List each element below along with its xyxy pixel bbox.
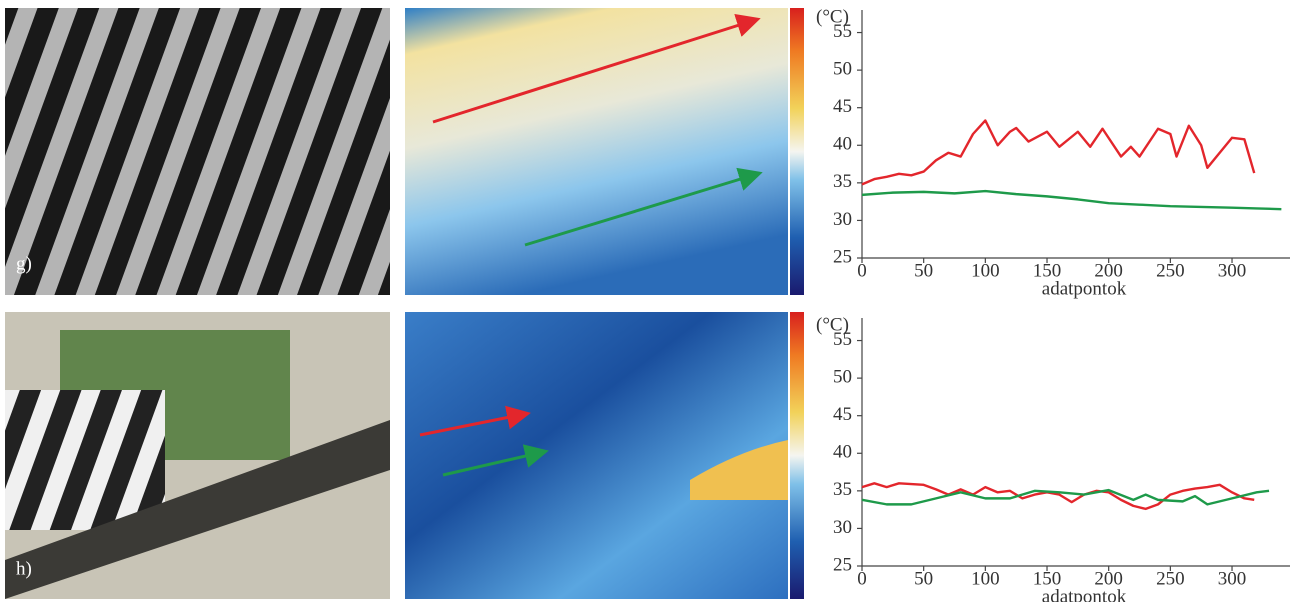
x-tick-label: 150	[1033, 260, 1062, 281]
x-tick-label: 200	[1094, 260, 1123, 281]
thermal-image	[405, 8, 788, 295]
panel-label: h)	[16, 558, 32, 579]
y-tick-label: 30	[833, 209, 852, 230]
x-tick-label: 50	[914, 568, 933, 589]
y-axis-label: (°C)	[816, 6, 849, 27]
photo	[5, 8, 390, 295]
x-tick-label: 0	[857, 568, 867, 589]
panel-label: g)	[16, 253, 32, 274]
arrow	[432, 13, 761, 124]
colorbar	[790, 8, 804, 295]
x-tick-label: 300	[1218, 568, 1247, 589]
y-tick-label: 30	[833, 517, 852, 538]
data-line	[861, 482, 1255, 511]
y-tick-label: 45	[833, 96, 852, 117]
arrow	[524, 167, 763, 247]
data-line	[861, 189, 1282, 211]
thermal-warm	[690, 440, 788, 500]
x-tick-label: 150	[1033, 568, 1062, 589]
x-axis-label: adatpontok	[1042, 278, 1127, 299]
y-tick-label: 55	[833, 329, 852, 350]
x-tick-label: 250	[1156, 568, 1185, 589]
x-tick-label: 300	[1218, 260, 1247, 281]
y-tick-label: 50	[833, 366, 852, 387]
y-tick-label: 50	[833, 58, 852, 79]
photo-log	[5, 420, 390, 599]
thermal-image	[405, 312, 788, 599]
colorbar	[790, 312, 804, 599]
photo-shade	[5, 8, 390, 295]
y-tick-label: 45	[833, 404, 852, 425]
y-tick-label: 35	[833, 171, 852, 192]
y-tick-label: 40	[833, 134, 852, 155]
data-line	[861, 488, 1270, 506]
x-tick-label: 200	[1094, 568, 1123, 589]
x-tick-label: 100	[971, 260, 1000, 281]
arrow	[442, 444, 549, 477]
y-tick-label: 40	[833, 442, 852, 463]
x-tick-label: 100	[971, 568, 1000, 589]
y-tick-label: 35	[833, 479, 852, 500]
y-tick-label: 55	[833, 21, 852, 42]
x-tick-label: 50	[914, 260, 933, 281]
y-tick-label: 25	[833, 246, 852, 267]
photo-zebra	[5, 390, 165, 530]
x-tick-label: 0	[857, 260, 867, 281]
y-tick-label: 25	[833, 554, 852, 575]
arrow	[419, 405, 531, 437]
x-tick-label: 250	[1156, 260, 1185, 281]
y-axis-label: (°C)	[816, 314, 849, 335]
data-line	[861, 119, 1256, 186]
